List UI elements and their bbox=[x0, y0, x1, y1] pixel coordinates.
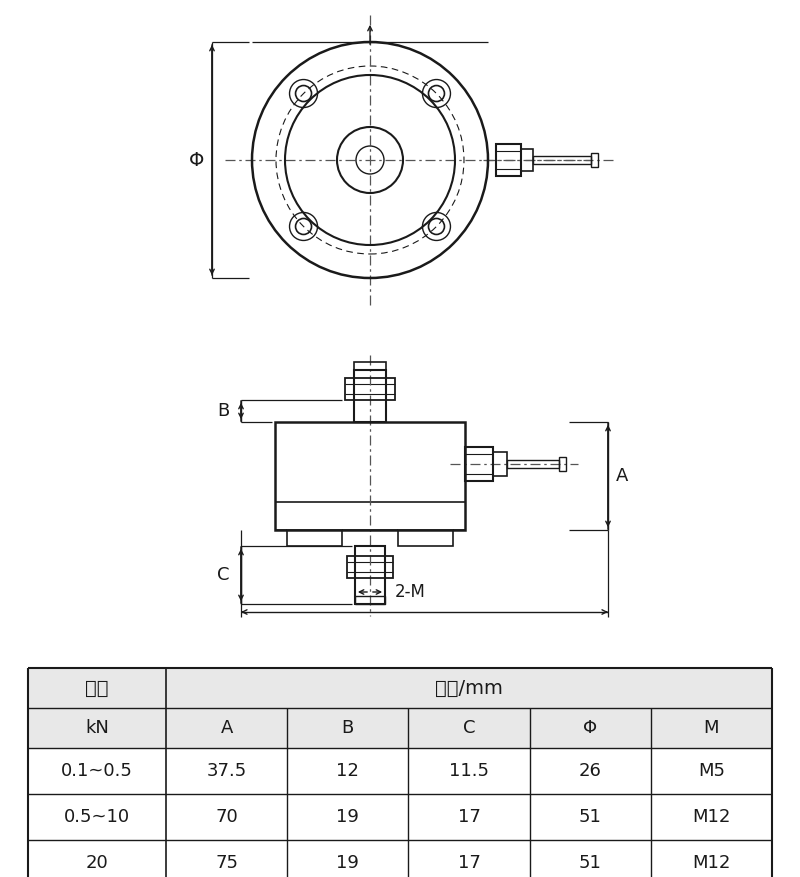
Bar bbox=[496, 144, 521, 176]
Text: C: C bbox=[217, 566, 230, 584]
Text: 70: 70 bbox=[215, 808, 238, 826]
Text: 26: 26 bbox=[578, 762, 602, 780]
Text: 19: 19 bbox=[336, 854, 359, 872]
Text: 37.5: 37.5 bbox=[206, 762, 246, 780]
Text: 19: 19 bbox=[336, 808, 359, 826]
Text: A: A bbox=[221, 719, 233, 737]
Bar bbox=[275, 422, 465, 530]
Bar bbox=[354, 362, 386, 370]
Bar bbox=[354, 370, 386, 422]
Text: 11.5: 11.5 bbox=[449, 762, 489, 780]
Bar bbox=[287, 530, 342, 546]
Bar bbox=[521, 149, 533, 171]
Text: Φ: Φ bbox=[583, 719, 598, 737]
Text: M12: M12 bbox=[692, 808, 730, 826]
Bar bbox=[28, 668, 772, 708]
Bar bbox=[347, 556, 393, 578]
Bar bbox=[533, 156, 591, 164]
Bar bbox=[345, 378, 395, 400]
Text: Φ: Φ bbox=[190, 151, 205, 169]
Bar bbox=[493, 452, 507, 476]
Bar bbox=[559, 457, 566, 471]
Bar bbox=[398, 530, 453, 546]
Bar bbox=[28, 708, 772, 748]
Text: 0.1~0.5: 0.1~0.5 bbox=[61, 762, 133, 780]
Bar bbox=[465, 447, 493, 481]
Text: 12: 12 bbox=[336, 762, 359, 780]
Text: 0.5~10: 0.5~10 bbox=[64, 808, 130, 826]
Bar bbox=[355, 596, 385, 604]
Text: kN: kN bbox=[85, 719, 109, 737]
Bar bbox=[355, 546, 385, 604]
Text: B: B bbox=[217, 402, 229, 420]
Text: 17: 17 bbox=[458, 808, 481, 826]
Text: 20: 20 bbox=[86, 854, 108, 872]
Text: M12: M12 bbox=[692, 854, 730, 872]
Text: B: B bbox=[342, 719, 354, 737]
Text: M5: M5 bbox=[698, 762, 725, 780]
Bar bbox=[591, 153, 598, 167]
Text: A: A bbox=[616, 467, 628, 485]
Text: M: M bbox=[704, 719, 719, 737]
Text: 17: 17 bbox=[458, 854, 481, 872]
Text: 量程: 量程 bbox=[86, 679, 109, 697]
Bar bbox=[507, 460, 559, 468]
Text: C: C bbox=[462, 719, 475, 737]
Text: 75: 75 bbox=[215, 854, 238, 872]
Text: 51: 51 bbox=[578, 854, 602, 872]
Text: 2-M: 2-M bbox=[395, 583, 426, 601]
Text: 尺寸/mm: 尺寸/mm bbox=[435, 679, 503, 697]
Text: 51: 51 bbox=[578, 808, 602, 826]
